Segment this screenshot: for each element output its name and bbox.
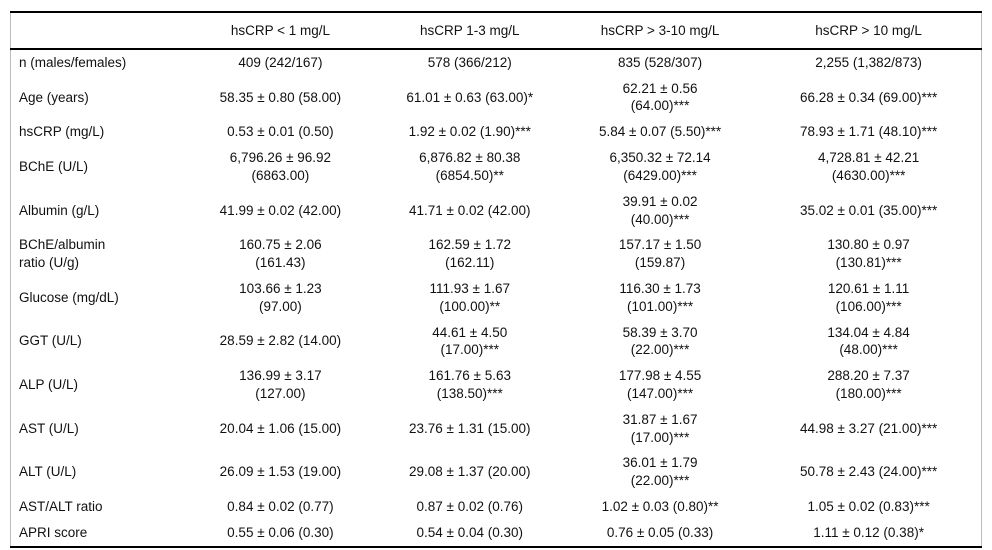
table-cell: 835 (528/307) <box>618 54 703 70</box>
table-cell: 28.59 ± 2.82 (14.00) <box>219 333 342 349</box>
table-cell: 6,350.32 ± 72.14 (6429.00)*** <box>609 150 711 183</box>
table-row-ast-alt-ratio: AST/ALT ratio 0.84 ± 0.02 (0.77) 0.87 ± … <box>11 494 982 520</box>
row-label: GGT (U/L) <box>19 333 82 349</box>
table-cell: 288.20 ± 7.37 (180.00)*** <box>827 368 910 401</box>
table-cell: 1.05 ± 0.02 (0.83)*** <box>807 499 930 515</box>
table-header: hsCRP < 1 mg/L hsCRP 1-3 mg/L hsCRP > 3-… <box>10 12 982 50</box>
table-row-ast: AST (U/L) 20.04 ± 1.06 (15.00) 23.76 ± 1… <box>11 407 982 451</box>
row-label: APRI score <box>19 524 88 540</box>
table-row-hscrp: hsCRP (mg/L) 0.53 ± 0.01 (0.50) 1.92 ± 0… <box>11 119 982 145</box>
table-cell: 4,728.81 ± 42.21 (4630.00)*** <box>817 150 920 183</box>
table-cell: 78.93 ± 1.71 (48.10)*** <box>799 124 938 140</box>
table-cell: 0.53 ± 0.01 (0.50) <box>227 124 334 140</box>
table-cell: 41.99 ± 0.02 (42.00) <box>219 202 342 218</box>
column-header-blank <box>10 12 186 50</box>
table-cell: 120.61 ± 1.11 (106.00)*** <box>827 280 910 314</box>
row-label: AST/ALT ratio <box>19 499 103 515</box>
table-row-age: Age (years) 58.35 ± 0.80 (58.00) 61.01 ±… <box>11 76 982 120</box>
column-header-hscrp-1-3: hsCRP 1-3 mg/L <box>375 12 564 50</box>
table-cell: 2,255 (1,382/873) <box>815 54 922 70</box>
table-cell: 111.93 ± 1.67 (100.00)** <box>429 280 510 314</box>
table-cell: 23.76 ± 1.31 (15.00) <box>409 420 531 436</box>
table-cell: 39.91 ± 0.02 (40.00)*** <box>622 193 698 227</box>
column-header-hscrp-gt-10: hsCRP > 10 mg/L <box>756 12 982 50</box>
table-cell: 160.75 ± 2.06 (161.43) <box>239 237 322 271</box>
table-cell: 62.21 ± 0.56 (64.00)*** <box>622 80 698 114</box>
table-cell: 61.01 ± 0.63 (63.00)* <box>406 89 534 105</box>
table-cell: 6,876.82 ± 80.38 (6854.50)** <box>419 150 521 183</box>
row-label: AST (U/L) <box>19 420 79 436</box>
table-cell: 1.92 ± 0.02 (1.90)*** <box>408 124 531 140</box>
table-cell: 35.02 ± 0.01 (35.00)*** <box>799 202 938 218</box>
table-cell: 130.80 ± 0.97 (130.81)*** <box>827 237 910 271</box>
table-body: n (males/females) 409 (242/167) 578 (366… <box>11 49 982 547</box>
row-label: ALP (U/L) <box>19 377 79 393</box>
table-row-n: n (males/females) 409 (242/167) 578 (366… <box>11 49 982 76</box>
table-cell: 44.61 ± 4.50 (17.00)*** <box>432 324 508 358</box>
header-row: hsCRP < 1 mg/L hsCRP 1-3 mg/L hsCRP > 3-… <box>10 12 982 50</box>
column-header-hscrp-lt-1: hsCRP < 1 mg/L <box>185 12 376 50</box>
table-cell: 0.54 ± 0.04 (0.30) <box>416 524 523 540</box>
table-cell: 103.66 ± 1.23 (97.00) <box>239 280 322 314</box>
table-cell: 58.39 ± 3.70 (22.00)*** <box>622 324 698 358</box>
row-label: BChE/albumin ratio (U/g) <box>19 237 106 271</box>
table-cell: 41.71 ± 0.02 (42.00) <box>409 202 531 218</box>
table-cell: 36.01 ± 1.79 (22.00)*** <box>622 455 698 489</box>
table-cell: 6,796.26 ± 96.92 (6863.00) <box>229 150 332 183</box>
table-cell: 409 (242/167) <box>238 54 323 70</box>
table-cell: 26.09 ± 1.53 (19.00) <box>219 464 342 480</box>
table-cell: 134.04 ± 4.84 (48.00)*** <box>827 324 910 358</box>
row-label: BChE (U/L) <box>19 158 89 174</box>
table-cell: 0.55 ± 0.06 (0.30) <box>227 524 334 540</box>
table-row-bche: BChE (U/L) 6,796.26 ± 96.92 (6863.00) 6,… <box>11 145 982 189</box>
table-cell: 44.98 ± 3.27 (21.00)*** <box>799 420 938 436</box>
column-header-hscrp-3-10: hsCRP > 3-10 mg/L <box>563 12 757 50</box>
table-cell: 31.87 ± 1.67 (17.00)*** <box>622 411 698 445</box>
table-cell: 1.11 ± 0.12 (0.38)* <box>813 524 924 540</box>
table-cell: 50.78 ± 2.43 (24.00)*** <box>799 464 938 480</box>
table-cell: 20.04 ± 1.06 (15.00) <box>219 420 342 436</box>
row-label: Glucose (mg/dL) <box>19 289 119 305</box>
table-cell: 0.87 ± 0.02 (0.76) <box>416 499 523 515</box>
table-cell: 177.98 ± 4.55 (147.00)*** <box>618 368 702 401</box>
table-row-glucose: Glucose (mg/dL) 103.66 ± 1.23 (97.00) 11… <box>11 276 982 320</box>
table-row-apri-score: APRI score 0.55 ± 0.06 (0.30) 0.54 ± 0.0… <box>11 520 982 547</box>
table-row-alt: ALT (U/L) 26.09 ± 1.53 (19.00) 29.08 ± 1… <box>11 450 982 494</box>
table-cell: 116.30 ± 1.73 (101.00)*** <box>619 280 701 314</box>
table-cell: 157.17 ± 1.50 (159.87) <box>618 237 702 271</box>
table-row-albumin: Albumin (g/L) 41.99 ± 0.02 (42.00) 41.71… <box>11 189 982 233</box>
table-cell: 58.35 ± 0.80 (58.00) <box>219 89 342 105</box>
table-cell: 29.08 ± 1.37 (20.00) <box>409 464 531 480</box>
table-cell: 0.84 ± 0.02 (0.77) <box>227 499 334 515</box>
table-cell: 66.28 ± 0.34 (69.00)*** <box>799 89 938 105</box>
table-row-alp: ALP (U/L) 136.99 ± 3.17 (127.00) 161.76 … <box>11 363 982 407</box>
row-label: n (males/females) <box>19 54 127 70</box>
table-cell: 5.84 ± 0.07 (5.50)*** <box>598 124 722 140</box>
clinical-characteristics-table: hsCRP < 1 mg/L hsCRP 1-3 mg/L hsCRP > 3-… <box>10 11 982 548</box>
row-label: Age (years) <box>19 89 89 105</box>
row-label: ALT (U/L) <box>19 464 77 480</box>
table-cell: 136.99 ± 3.17 (127.00) <box>239 368 322 401</box>
table-cell: 0.76 ± 0.05 (0.33) <box>606 524 714 540</box>
table-row-bche-albumin-ratio: BChE/albumin ratio (U/g) 160.75 ± 2.06 (… <box>11 232 982 276</box>
table-cell: 161.76 ± 5.63 (138.50)*** <box>428 368 511 401</box>
table-cell: 1.02 ± 0.03 (0.80)** <box>601 499 719 515</box>
table-cell: 578 (366/212) <box>427 54 512 70</box>
row-label: hsCRP (mg/L) <box>19 124 105 140</box>
table-cell: 162.59 ± 1.72 (162.11) <box>428 237 511 271</box>
row-label: Albumin (g/L) <box>19 202 100 218</box>
table-row-ggt: GGT (U/L) 28.59 ± 2.82 (14.00) 44.61 ± 4… <box>11 320 982 364</box>
